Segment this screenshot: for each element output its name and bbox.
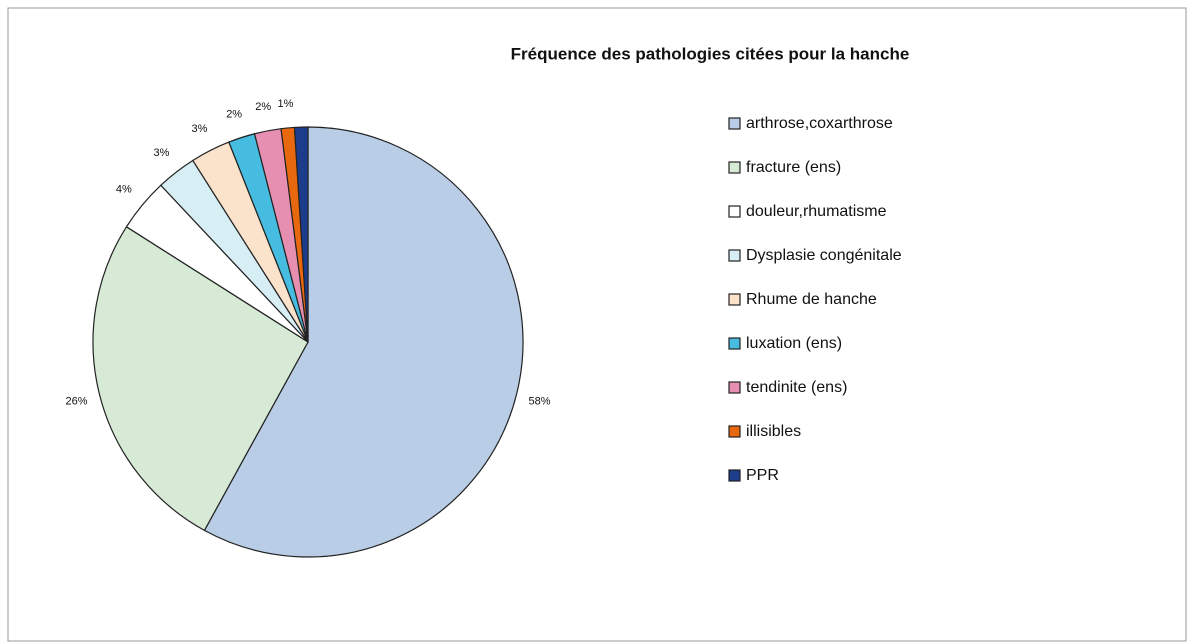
- legend-label: douleur,rhumatisme: [746, 203, 887, 220]
- legend-label: luxation (ens): [746, 335, 842, 352]
- legend-label: arthrose,coxarthrose: [746, 115, 893, 132]
- data-label: 3%: [192, 123, 208, 135]
- pie-slice: [92, 225, 309, 532]
- legend-swatch: [728, 249, 741, 262]
- legend-swatch: [728, 205, 741, 218]
- data-label: 58%: [528, 395, 550, 407]
- data-label: 1%: [278, 98, 294, 110]
- legend-swatch: [728, 293, 741, 306]
- data-label: 2%: [255, 101, 271, 113]
- legend-swatch: [728, 425, 741, 438]
- legend-label: Rhume de hanche: [746, 291, 877, 308]
- legend-swatch: [728, 469, 741, 482]
- legend-label: fracture (ens): [746, 159, 841, 176]
- chart-title: Fréquence des pathologies citées pour la…: [511, 44, 910, 63]
- legend-label: illisibles: [746, 423, 801, 440]
- legend-swatch: [728, 161, 741, 174]
- data-label: 4%: [116, 184, 132, 196]
- legend-label: PPR: [746, 467, 779, 484]
- data-label: 3%: [154, 147, 170, 159]
- legend-swatch: [728, 337, 741, 350]
- legend-label: Dysplasie congénitale: [746, 247, 902, 264]
- legend-swatch: [728, 381, 741, 394]
- pie-slice: [203, 126, 524, 558]
- legend-swatch: [728, 117, 741, 130]
- data-label: 2%: [226, 109, 242, 121]
- legend-label: tendinite (ens): [746, 379, 847, 396]
- data-label: 26%: [65, 395, 87, 407]
- pie-slice: [293, 126, 309, 343]
